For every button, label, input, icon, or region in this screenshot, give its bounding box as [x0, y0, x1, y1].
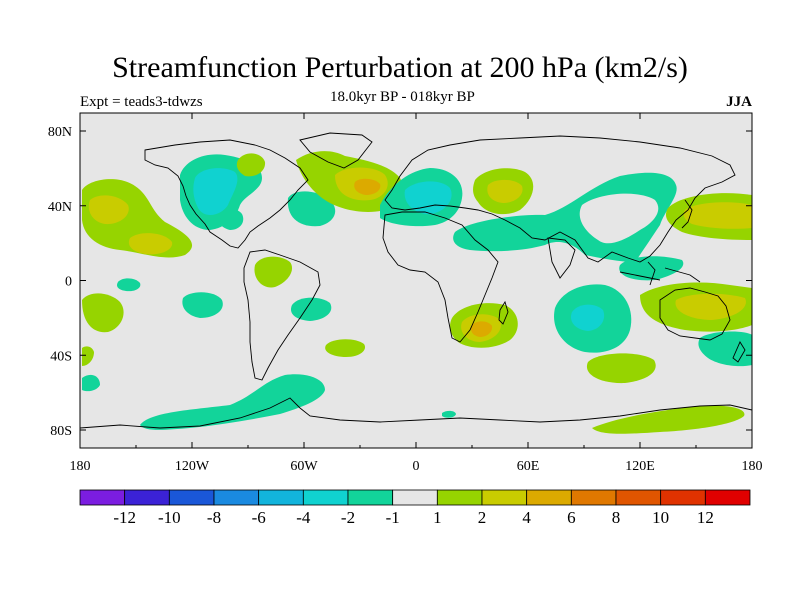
lon-tick-label: 180 [742, 459, 763, 474]
colorbar-swatch [570, 489, 617, 506]
coastline-indonesia [619, 261, 701, 286]
anomaly-region-npacific-core2 [128, 233, 173, 255]
colorbar-label: -8 [207, 508, 221, 527]
anomaly-region-satlantic-positive [325, 339, 366, 357]
colorbar-swatch [258, 489, 304, 506]
anomaly-region-spacific-negative2 [290, 297, 332, 321]
anomaly-region-weddell-negative [442, 410, 456, 418]
lon-tick-label: 0 [413, 459, 420, 474]
anomaly-region-namerica-core [193, 168, 238, 216]
coastline-madagascar [498, 300, 509, 325]
anomaly-region-southpole-positive [82, 346, 94, 366]
colorbar-label: 8 [612, 508, 621, 527]
anomaly-region-indonesia-negative [619, 256, 684, 281]
experiment-label: Expt = teads3-tdwzs [80, 94, 203, 110]
colorbar-swatch [302, 489, 349, 506]
time-period-subtitle: 18.0kyr BP - 018kyr BP [330, 89, 475, 105]
anomaly-region-tasman-negative [698, 331, 752, 367]
map-axes: 180 120W 60W 0 60E 120E 180 80N 40N 0 40S 80S [48, 113, 763, 474]
anomaly-region-indian-core [570, 304, 605, 331]
colorbar-swatch [392, 489, 438, 506]
colorbar-label: -4 [296, 508, 311, 527]
anomaly-region-spacific-positive [82, 293, 124, 333]
colorbar-swatch [213, 489, 260, 506]
anomaly-region-tibet-gray [579, 193, 659, 244]
colorbar-label: 2 [478, 508, 487, 527]
lat-tick-label: 80S [50, 424, 72, 439]
colorbar-swatch [660, 489, 706, 506]
colorbar-label: 1 [433, 508, 442, 527]
lat-tick-label: 0 [65, 275, 72, 290]
anomaly-region-greenland-peak [354, 178, 381, 195]
colorbar-swatch [526, 489, 572, 506]
anomaly-region-pacific-small-negative [116, 278, 141, 292]
anomaly-region-natlantic-negative [287, 191, 336, 227]
anomaly-region-namerica-positive [236, 153, 266, 177]
anomaly-region-europe-core [404, 181, 452, 215]
plot-title: Streamfunction Perturbation at 200 hPa (… [112, 51, 688, 84]
anomaly-region-sindian-positive [586, 353, 656, 384]
coastline-australia [659, 287, 731, 341]
lon-tick-label: 60E [517, 459, 540, 474]
colorbar-label: 6 [567, 508, 576, 527]
coastline-north-america [144, 139, 309, 249]
lon-tick-label: 60W [290, 459, 318, 474]
colorbar-label: -1 [386, 508, 400, 527]
lat-tick-label: 40S [50, 349, 72, 364]
colorbar-swatch [481, 489, 528, 506]
lon-tick-label: 120W [175, 459, 210, 474]
colorbar: -12 -10 -8 -6 -4 -2 -1 1 2 4 6 8 10 12 [79, 489, 751, 527]
anomaly-region-npacific-core [88, 195, 129, 225]
lon-tick-label: 180 [70, 459, 91, 474]
coastline-africa [382, 211, 499, 343]
colorbar-swatch [347, 489, 394, 506]
anomaly-fields [82, 151, 752, 434]
anomaly-region-nwpacific-core [683, 202, 752, 229]
coastline-japan [681, 199, 693, 229]
anomaly-region-amazon-positive [254, 256, 293, 288]
colorbar-swatch [79, 489, 126, 506]
lat-tick-label: 80N [48, 125, 72, 140]
anomaly-region-drake-negative [140, 374, 325, 430]
colorbar-label: -12 [113, 508, 136, 527]
colorbar-label: 4 [522, 508, 531, 527]
colorbar-label: -2 [341, 508, 355, 527]
coastline-south-america [243, 249, 321, 381]
anomaly-region-siberia-core [487, 179, 523, 203]
coastline-new-zealand [732, 341, 746, 363]
coastline-india [547, 237, 576, 279]
anomaly-region-caribbean-negative [217, 208, 244, 230]
season-label: JJA [726, 94, 752, 110]
colorbar-label: 12 [697, 508, 714, 527]
colorbar-swatch [615, 489, 662, 506]
coastline-eurasia [384, 135, 736, 263]
colorbar-swatch [168, 489, 215, 506]
coastlines [80, 132, 752, 429]
colorbar-label: -6 [252, 508, 266, 527]
colorbar-swatch [704, 489, 751, 506]
colorbar-swatch [436, 489, 483, 506]
coastline-greenland [299, 132, 373, 169]
anomaly-region-southern-ocean-negative [82, 374, 100, 392]
lat-tick-label: 40N [48, 200, 72, 215]
colorbar-label: -10 [158, 508, 181, 527]
lon-tick-label: 120E [625, 459, 655, 474]
anomaly-region-safrica-peak [470, 321, 493, 337]
colorbar-label: 10 [652, 508, 669, 527]
coastline-antarctica [80, 397, 752, 429]
anomaly-region-ross-positive [592, 405, 745, 434]
anomaly-region-spacific-negative1 [182, 292, 223, 318]
colorbar-swatch [124, 489, 170, 506]
